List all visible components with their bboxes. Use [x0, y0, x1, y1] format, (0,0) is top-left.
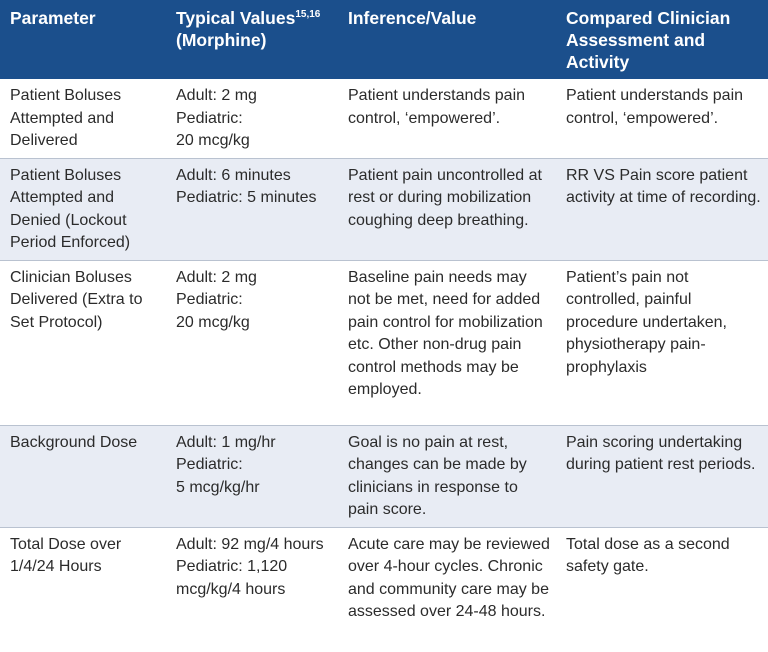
cell-inference: Goal is no pain at rest, changes can be …: [348, 433, 527, 519]
cell-parameter: Clinician Boluses Delivered (Extra to Se…: [10, 268, 143, 331]
cell-typical-values: Adult: 1 mg/hr Pediatric: 5 mcg/kg/hr: [176, 433, 276, 496]
header-typical-values: Typical Values15,16 (Morphine): [176, 8, 321, 50]
table-row: Total Dose over 1/4/24 Hours Adult: 92 m…: [0, 527, 768, 652]
cell-parameter: Background Dose: [10, 433, 138, 451]
cell-parameter: Patient Boluses Attempted and Delivered: [10, 87, 122, 149]
cell-clinician: Pain scoring undertaking during patient …: [566, 433, 756, 474]
table-row: Patient Boluses Attempted and Denied (Lo…: [0, 158, 768, 260]
cell-typical-values: Adult: 2 mg Pediatric: 20 mcg/kg: [176, 87, 257, 149]
header-row: Parameter Typical Values15,16 (Morphine) …: [0, 0, 768, 79]
cell-parameter: Total Dose over 1/4/24 Hours: [10, 535, 122, 576]
cell-inference: Patient pain uncontrolled at rest or dur…: [348, 166, 542, 229]
table-row: Patient Boluses Attempted and Delivered …: [0, 79, 768, 158]
table-row: Background Dose Adult: 1 mg/hr Pediatric…: [0, 425, 768, 527]
table-header: Parameter Typical Values15,16 (Morphine) …: [0, 0, 768, 79]
table-body: Patient Boluses Attempted and Delivered …: [0, 79, 768, 652]
citation-superscript: 15,16: [295, 9, 321, 21]
cell-parameter: Patient Boluses Attempted and Denied (Lo…: [10, 166, 131, 252]
cell-inference: Patient understands pain control, ‘empow…: [348, 87, 526, 127]
cell-clinician: Patient understands pain control, ‘empow…: [566, 87, 744, 127]
cell-clinician: Patient’s pain not controlled, painful p…: [566, 268, 727, 376]
cell-clinician: RR VS Pain score patient activity at tim…: [566, 166, 761, 207]
cell-typical-values: Adult: 2 mg Pediatric: 20 mcg/kg: [176, 268, 257, 331]
header-clinician-assessment: Compared Clinician Assessment and Activi…: [566, 8, 731, 72]
cell-typical-values: Adult: 6 minutes Pediatric: 5 minutes: [176, 166, 317, 207]
cell-inference: Acute care may be reviewed over 4-hour c…: [348, 535, 550, 621]
cell-typical-values: Adult: 92 mg/4 hours Pediatric: 1,120 mc…: [176, 535, 324, 598]
table-row: Clinician Boluses Delivered (Extra to Se…: [0, 260, 768, 425]
header-parameter: Parameter: [10, 8, 96, 28]
cell-inference: Baseline pain needs may not be met, need…: [348, 268, 543, 399]
cell-clinician: Total dose as a second safety gate.: [566, 535, 730, 576]
header-inference: Inference/Value: [348, 8, 477, 28]
